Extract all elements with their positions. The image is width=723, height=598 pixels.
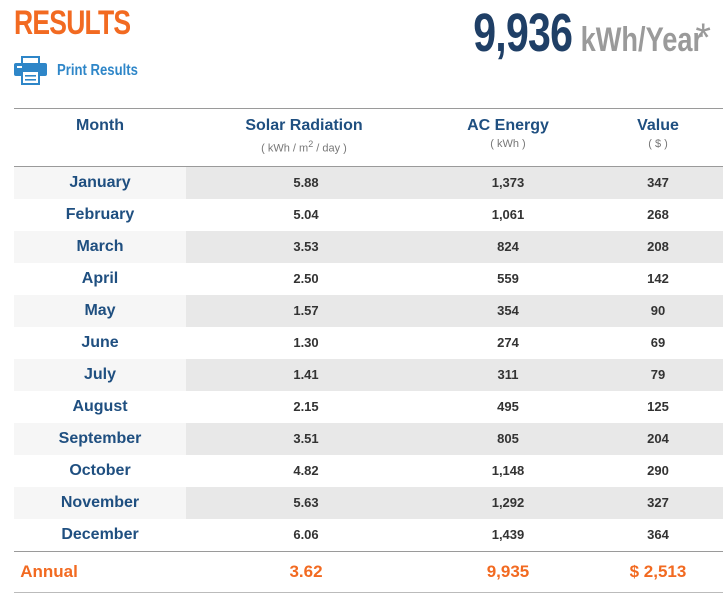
header-month: Month <box>14 117 186 135</box>
month-cell: November <box>14 487 186 519</box>
print-results-button[interactable]: Print Results <box>13 56 156 86</box>
month-cell: October <box>14 455 186 487</box>
row-values: 6.06 1,439 364 <box>186 519 723 551</box>
value-cell: 90 <box>650 303 666 318</box>
row-values: 5.63 1,292 327 <box>186 487 723 519</box>
ac-energy-cell: 274 <box>497 335 519 350</box>
ac-energy-cell: 1,061 <box>491 207 525 222</box>
value-cell: 268 <box>647 207 669 222</box>
table-row: June 1.30 274 69 <box>14 327 723 359</box>
value-cell: 208 <box>647 239 669 254</box>
annual-solar: 3.62 <box>289 562 323 581</box>
solar-radiation-cell: 5.88 <box>293 175 319 190</box>
month-cell: March <box>14 231 186 263</box>
solar-radiation-cell: 3.51 <box>293 431 319 446</box>
annual-value: $ 2,513 <box>629 562 687 581</box>
row-values: 3.51 805 204 <box>186 423 723 455</box>
ac-energy-cell: 824 <box>497 239 519 254</box>
solar-radiation-cell: 3.53 <box>293 239 319 254</box>
header-solar: Solar Radiation ( kWh / m2 / day ) <box>224 117 384 157</box>
month-cell: July <box>14 359 186 391</box>
row-values: 5.88 1,373 347 <box>186 167 723 199</box>
month-cell: August <box>14 391 186 423</box>
row-values: 1.41 311 79 <box>186 359 723 391</box>
value-cell: 347 <box>647 175 669 190</box>
solar-radiation-cell: 4.82 <box>293 463 319 478</box>
solar-radiation-cell: 1.57 <box>293 303 319 318</box>
annual-energy-unit: kWh/Year <box>580 21 704 59</box>
value-cell: 142 <box>647 271 669 286</box>
ac-energy-cell: 1,148 <box>491 463 525 478</box>
annual-asterisk: * <box>695 16 711 60</box>
table-row: January 5.88 1,373 347 <box>14 167 723 199</box>
table-row: August 2.15 495 125 <box>14 391 723 423</box>
ac-energy-cell: 559 <box>497 271 519 286</box>
table-row: December 6.06 1,439 364 <box>14 519 723 551</box>
solar-radiation-cell: 1.41 <box>293 367 319 382</box>
solar-radiation-cell: 5.04 <box>293 207 319 222</box>
table-header: Month Solar Radiation ( kWh / m2 / day )… <box>14 108 723 167</box>
header-value-unit: ( $ ) <box>648 138 668 150</box>
table-row: March 3.53 824 208 <box>14 231 723 263</box>
ac-energy-cell: 495 <box>497 399 519 414</box>
solar-radiation-cell: 2.15 <box>293 399 319 414</box>
table-body: January 5.88 1,373 347 February 5.04 1,061 268 M… <box>14 167 723 551</box>
solar-radiation-cell: 6.06 <box>293 527 319 542</box>
header-ac-unit: ( kWh ) <box>490 138 526 150</box>
month-cell: September <box>14 423 186 455</box>
row-values: 3.53 824 208 <box>186 231 723 263</box>
ac-energy-cell: 311 <box>497 367 519 382</box>
value-cell: 290 <box>647 463 669 478</box>
row-values: 2.15 495 125 <box>186 391 723 423</box>
month-cell: February <box>14 199 186 231</box>
row-values: 1.57 354 90 <box>186 295 723 327</box>
value-cell: 204 <box>647 431 669 446</box>
header-value: Value ( $ ) <box>588 117 723 152</box>
table-row: April 2.50 559 142 <box>14 263 723 295</box>
month-cell: June <box>14 327 186 359</box>
month-cell: January <box>14 167 186 199</box>
header-month-title: Month <box>76 117 124 134</box>
table-row: November 5.63 1,292 327 <box>14 487 723 519</box>
solar-radiation-cell: 5.63 <box>293 495 319 510</box>
annual-energy-value: 9,936 <box>473 3 573 63</box>
row-values: 1.30 274 69 <box>186 327 723 359</box>
header-ac-title: AC Energy <box>467 117 549 134</box>
results-title: RESULTS <box>14 4 131 42</box>
annual-energy-total: 9,936 kWh/Year * <box>442 2 711 64</box>
results-table: Month Solar Radiation ( kWh / m2 / day )… <box>14 108 723 593</box>
month-cell: May <box>14 295 186 327</box>
header-solar-unit: ( kWh / m2 / day ) <box>261 139 347 155</box>
value-cell: 327 <box>647 495 669 510</box>
print-results-label[interactable]: Print Results <box>57 62 138 79</box>
header-value-title: Value <box>637 117 679 134</box>
row-values: 4.82 1,148 290 <box>186 455 723 487</box>
ac-energy-cell: 1,373 <box>491 175 525 190</box>
solar-radiation-cell: 2.50 <box>293 271 319 286</box>
annual-label: Annual <box>20 562 78 581</box>
ac-energy-cell: 354 <box>497 303 519 318</box>
table-row: February 5.04 1,061 268 <box>14 199 723 231</box>
solar-radiation-cell: 1.30 <box>293 335 319 350</box>
table-row: May 1.57 354 90 <box>14 295 723 327</box>
table-row: July 1.41 311 79 <box>14 359 723 391</box>
ac-energy-cell: 805 <box>497 431 519 446</box>
row-values: 5.04 1,061 268 <box>186 199 723 231</box>
row-values: 2.50 559 142 <box>186 263 723 295</box>
header-ac: AC Energy ( kWh ) <box>438 117 578 152</box>
month-cell: December <box>14 519 186 551</box>
annual-row: Annual 3.62 9,935 $ 2,513 <box>14 551 723 593</box>
table-row: October 4.82 1,148 290 <box>14 455 723 487</box>
printer-icon <box>13 56 51 86</box>
annual-ac: 9,935 <box>486 562 530 581</box>
value-cell: 79 <box>650 367 666 382</box>
month-cell: April <box>14 263 186 295</box>
header-solar-title: Solar Radiation <box>245 117 363 134</box>
value-cell: 69 <box>650 335 666 350</box>
value-cell: 125 <box>647 399 669 414</box>
ac-energy-cell: 1,292 <box>491 495 525 510</box>
ac-energy-cell: 1,439 <box>491 527 525 542</box>
table-row: September 3.51 805 204 <box>14 423 723 455</box>
value-cell: 364 <box>647 527 669 542</box>
